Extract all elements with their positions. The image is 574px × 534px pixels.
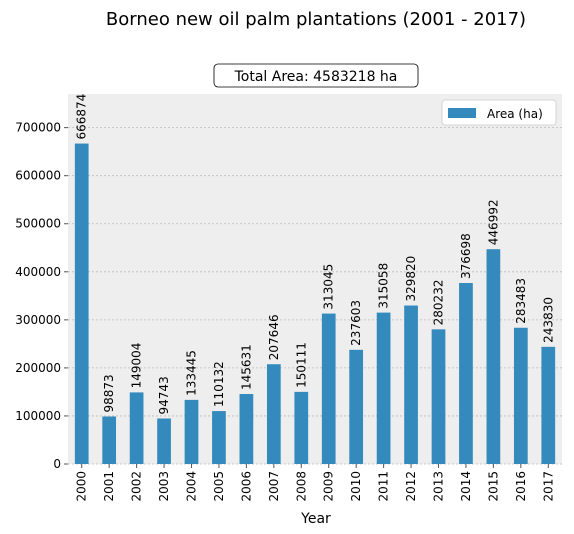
bar-2004 [184, 399, 199, 464]
bar-2010 [349, 349, 364, 464]
x-tick-label: 2009 [322, 471, 336, 502]
x-tick-label: 2003 [157, 471, 171, 502]
x-tick-label: 2008 [294, 471, 308, 502]
total-area-annotation-text: Total Area: 4583218 ha [234, 69, 398, 85]
bar-2005 [212, 411, 226, 464]
bar-2015 [486, 249, 501, 464]
bar-value-label: 150111 [294, 342, 308, 388]
y-tick-label: 600000 [15, 169, 61, 183]
bar-2003 [157, 418, 171, 464]
bar-value-label: 133445 [185, 350, 199, 396]
x-tick-label: 2010 [349, 471, 363, 502]
y-tick-label: 300000 [15, 313, 61, 327]
chart-title: Borneo new oil palm plantations (2001 - … [106, 9, 526, 30]
bar-2001 [102, 416, 117, 464]
x-tick-label: 2011 [377, 471, 391, 502]
bar-2000 [74, 143, 89, 464]
bar-value-label: 243830 [541, 297, 555, 343]
bar-value-label: 376698 [459, 233, 473, 279]
legend-label: Area (ha) [487, 107, 543, 121]
legend: Area (ha) [441, 99, 557, 126]
x-tick-label: 2014 [459, 471, 473, 502]
x-tick-label: 2017 [541, 471, 555, 502]
bar-value-label: 94743 [157, 376, 171, 414]
bar-value-label: 207646 [267, 314, 281, 360]
x-tick-label: 2013 [432, 471, 446, 502]
y-tick-label: 0 [53, 457, 61, 471]
bar-value-label: 283483 [514, 278, 528, 324]
bar-2002 [129, 392, 144, 464]
bar-value-label: 313045 [322, 264, 336, 310]
bar-value-label: 666874 [75, 94, 89, 140]
plot-area [68, 94, 562, 464]
legend-box [441, 99, 557, 126]
bar-value-label: 110132 [212, 361, 226, 407]
bar-value-label: 98873 [102, 374, 116, 412]
bar-2009 [321, 313, 336, 464]
x-tick-label: 2002 [130, 471, 144, 502]
x-tick-label: 2012 [404, 471, 418, 502]
bar-2006 [239, 394, 254, 464]
x-axis: 2000 2001 2002 2003 2004 2005 2006 2007 2008 2009… [75, 464, 555, 502]
x-tick-label: 2007 [267, 471, 281, 502]
x-axis-title: Year [300, 511, 331, 527]
total-area-annotation-box [213, 63, 419, 88]
x-tick-label: 2000 [75, 471, 89, 502]
bars [74, 143, 556, 464]
legend-swatch [448, 108, 476, 118]
bar-value-label: 149004 [130, 343, 144, 389]
x-tick-label: 2015 [486, 471, 500, 502]
x-tick-label: 2016 [514, 471, 528, 502]
total-area-annotation: Total Area: 4583218 ha [213, 63, 419, 88]
bar-2011 [376, 312, 391, 464]
bar-2013 [431, 329, 446, 464]
x-tick-label: 2005 [212, 471, 226, 502]
bar-2008 [294, 391, 309, 464]
bar-2012 [404, 305, 418, 464]
y-tick-label: 500000 [15, 217, 61, 231]
y-tick-label: 400000 [15, 265, 61, 279]
bar-value-label: 446992 [486, 199, 500, 245]
bar-value-label: 315058 [377, 263, 391, 309]
y-tick-label: 200000 [15, 361, 61, 375]
bar-2014 [459, 282, 473, 464]
y-tick-label: 700000 [15, 121, 61, 135]
y-tick-label: 100000 [15, 409, 61, 423]
bar-value-label: 329820 [404, 256, 418, 302]
bar-value-labels: 666874 98873 149004 94743 133445 110132 145631… [75, 94, 556, 415]
bar-value-label: 237603 [349, 300, 363, 346]
x-tick-label: 2006 [239, 471, 253, 502]
y-axis: 0 100000 200000 300000 400000 500000 600000 700… [15, 121, 68, 471]
bar-2017 [541, 346, 556, 464]
bar-value-label: 145631 [239, 344, 253, 390]
bar-value-label: 280232 [432, 280, 446, 326]
x-tick-label: 2001 [102, 471, 116, 502]
bar-2016 [513, 327, 528, 464]
x-tick-label: 2004 [185, 471, 199, 502]
bar-2007 [266, 364, 281, 464]
